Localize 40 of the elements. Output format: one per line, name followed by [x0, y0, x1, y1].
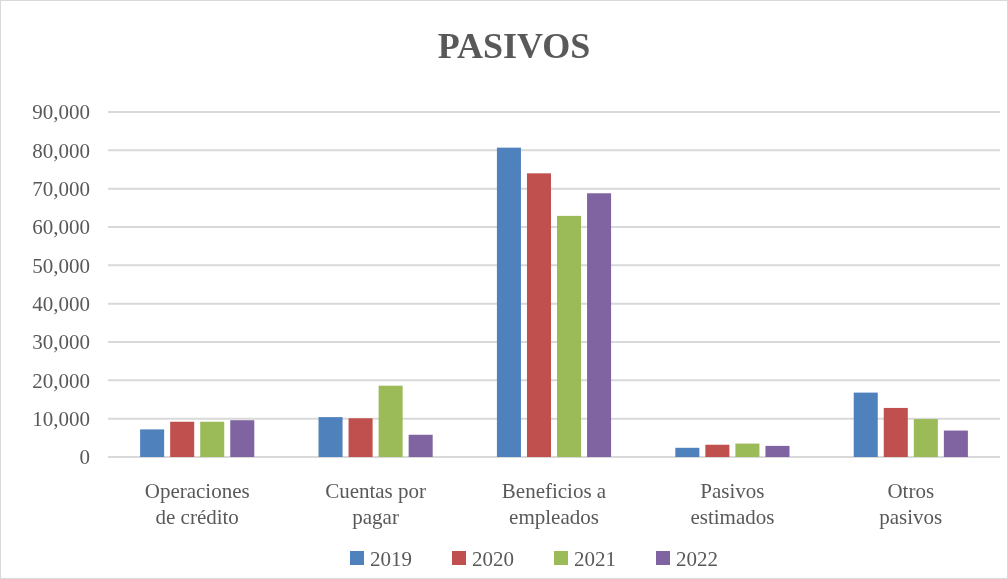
chart-title: PASIVOS [437, 26, 591, 66]
bar [170, 421, 195, 457]
x-tick-label: Otros pasivos [879, 479, 943, 529]
y-tick-label: 50,000 [32, 253, 90, 278]
y-tick-label: 40,000 [32, 292, 90, 317]
bar [675, 447, 700, 457]
bar [705, 444, 730, 457]
bar [496, 147, 521, 457]
bar [587, 193, 612, 457]
legend-label: 2020 [472, 547, 514, 572]
bar [408, 434, 433, 457]
bar [913, 419, 938, 457]
bar [765, 445, 790, 457]
bar [943, 430, 968, 457]
y-tick-label: 80,000 [32, 138, 90, 163]
x-tick-label: Pasivos estimados [690, 479, 775, 529]
bar [883, 407, 908, 457]
legend-label: 2019 [370, 547, 412, 572]
y-tick-label: 0 [79, 445, 90, 470]
legend-label: 2021 [574, 547, 616, 572]
x-tick-label: Operaciones de crédito [144, 479, 250, 529]
y-tick-label: 70,000 [32, 177, 90, 202]
x-tick-label: Cuentas por pagar [325, 479, 427, 529]
bar [557, 215, 582, 457]
bar [230, 420, 255, 457]
x-tick-label: Beneficios a empleados [501, 479, 607, 529]
bar [140, 429, 165, 457]
bar [853, 392, 878, 457]
y-tick-label: 30,000 [32, 330, 90, 355]
bar [735, 443, 760, 457]
bar [526, 173, 551, 457]
y-tick-label: 20,000 [32, 368, 90, 393]
bar [200, 421, 225, 457]
bar [348, 418, 373, 457]
legend-label: 2022 [676, 547, 718, 572]
y-tick-label: 60,000 [32, 215, 90, 240]
y-tick-label: 10,000 [32, 407, 90, 432]
y-tick-label: 90,000 [32, 100, 90, 125]
bar [318, 417, 343, 457]
bar [378, 385, 403, 457]
